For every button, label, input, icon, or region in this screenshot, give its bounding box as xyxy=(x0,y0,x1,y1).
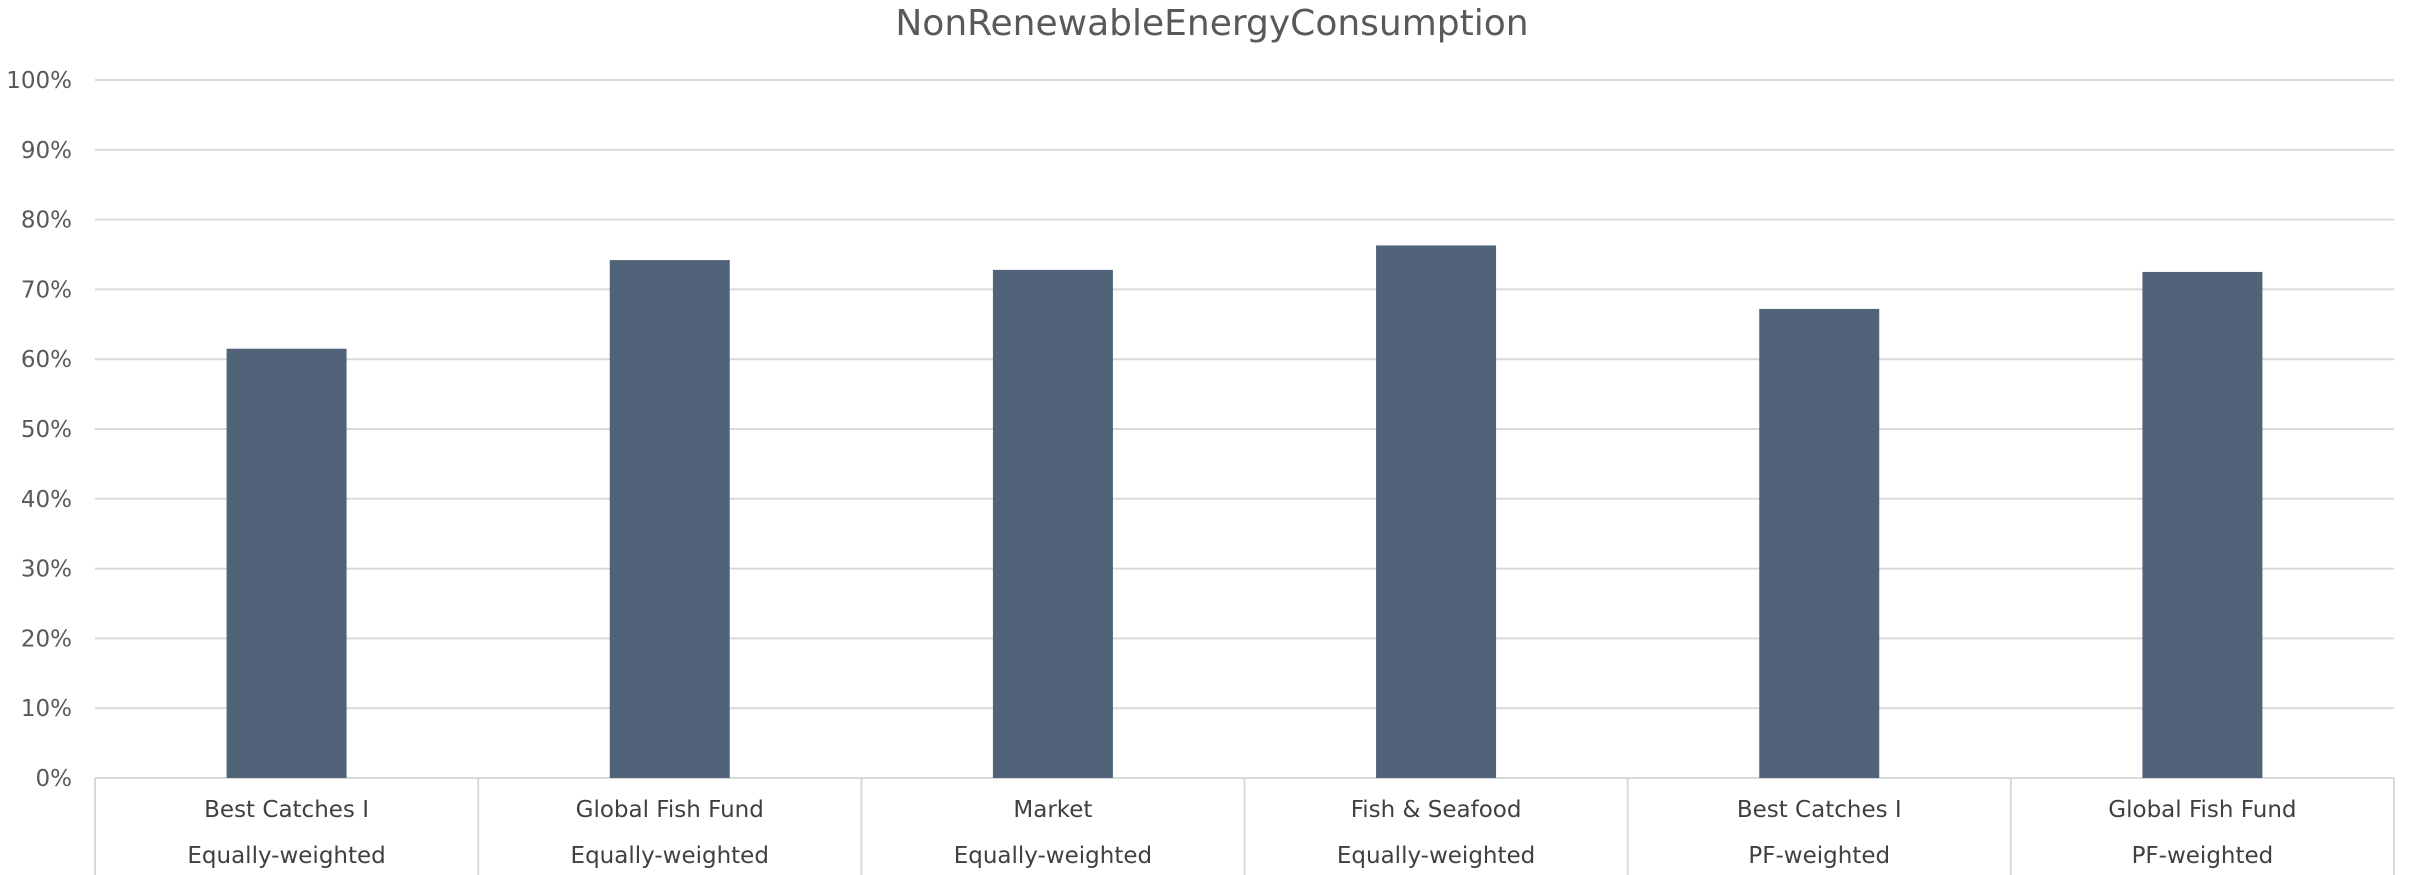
y-tick-label: 50% xyxy=(21,417,72,443)
x-category-label-line1: Global Fish Fund xyxy=(576,797,764,823)
y-tick-label: 70% xyxy=(21,277,72,303)
x-category-label-line1: Best Catches I xyxy=(204,797,369,823)
y-tick-label: 60% xyxy=(21,347,72,373)
bar xyxy=(609,260,730,779)
x-category-label-line2: Equally-weighted xyxy=(187,843,385,869)
x-category-label-line2: Equally-weighted xyxy=(1337,843,1535,869)
x-category-label-line2: Equally-weighted xyxy=(954,843,1152,869)
x-category-label-line1: Best Catches I xyxy=(1737,797,1902,823)
y-tick-label: 0% xyxy=(36,766,73,792)
bar xyxy=(1376,245,1497,778)
y-axis-tick-labels: 0% 10% 20% 30% 40% 50% 60% 70% 80% 90% 100% xyxy=(6,68,72,792)
x-category-label-line2: PF-weighted xyxy=(2132,843,2274,869)
y-tick-label: 20% xyxy=(21,626,72,652)
bar xyxy=(226,348,347,778)
x-category-label-line2: Equally-weighted xyxy=(571,843,769,869)
y-tick-label: 80% xyxy=(21,208,72,234)
x-category-label-line1: Market xyxy=(1013,797,1092,823)
bar xyxy=(992,269,1113,778)
bars xyxy=(226,245,2263,779)
x-category-label-line1: Global Fish Fund xyxy=(2108,797,2296,823)
bar xyxy=(2142,271,2263,778)
y-tick-label: 10% xyxy=(21,696,72,722)
y-tick-label: 100% xyxy=(6,68,72,94)
x-category-label-line1: Fish & Seafood xyxy=(1351,797,1522,823)
y-tick-label: 30% xyxy=(21,557,72,583)
x-category-label-line2: PF-weighted xyxy=(1748,843,1890,869)
bar xyxy=(1759,308,1880,778)
y-tick-label: 90% xyxy=(21,138,72,164)
x-axis: Best Catches I Equally-weighted Global Fis… xyxy=(94,778,2395,875)
chart-title: NonRenewableEnergyConsumption xyxy=(895,3,1528,44)
gridlines xyxy=(95,79,2394,779)
y-tick-label: 40% xyxy=(21,487,72,513)
